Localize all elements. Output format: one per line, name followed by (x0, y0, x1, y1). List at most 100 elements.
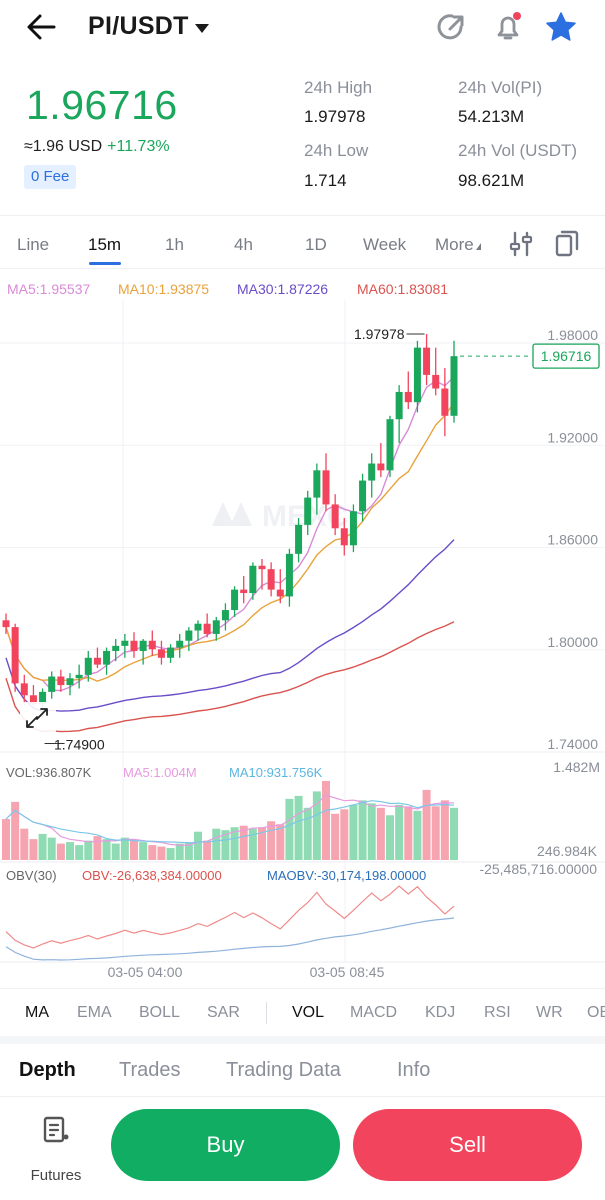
indicator-rsi[interactable]: RSI (484, 1004, 511, 1021)
candle-body (240, 589, 248, 594)
volume-bar (2, 819, 10, 860)
tab-trading-data[interactable]: Trading Data (226, 1059, 341, 1081)
indicator-ma[interactable]: MA (25, 1004, 49, 1021)
indicator-obv[interactable]: OBV (587, 1004, 605, 1021)
vol-usdt-label: 24h Vol (USDT) (458, 141, 578, 160)
indicator-kdj[interactable]: KDJ (425, 1004, 456, 1021)
candle-body (304, 497, 312, 525)
sell-button[interactable]: Sell (353, 1109, 582, 1181)
volume-bar (413, 810, 422, 860)
candle-body (295, 524, 303, 554)
volume-bar (84, 840, 93, 860)
volume-bar (395, 804, 404, 860)
ma30-line (5, 539, 455, 712)
divider (0, 988, 605, 989)
obv-axis-label: -25,485,716.00000 (479, 861, 597, 877)
candle-body (167, 647, 175, 658)
low-marker-label: 1.74900 (54, 736, 105, 752)
volume-bar (66, 842, 74, 860)
volume-bar (267, 821, 276, 860)
volume-bar (56, 843, 65, 860)
tab-line[interactable]: Line (17, 235, 50, 254)
tab-trades[interactable]: Trades (119, 1059, 181, 1081)
price-tick-label: 1.74000 (547, 736, 598, 752)
back-button[interactable] (22, 10, 62, 44)
indicator-sar[interactable]: SAR (207, 1004, 240, 1021)
tab-depth[interactable]: Depth (19, 1059, 76, 1081)
expand-icon (26, 708, 48, 728)
tab-week[interactable]: Week (363, 235, 407, 254)
indicator-settings-button[interactable] (508, 230, 534, 263)
vol-ma5-line (5, 794, 455, 846)
candle-body (20, 683, 28, 696)
last-price-tag (532, 343, 600, 369)
candle-body (267, 569, 275, 590)
volume-bar (248, 828, 257, 860)
tab-15m[interactable]: 15m (88, 235, 122, 254)
notifications-button[interactable] (490, 10, 526, 44)
candle-body (413, 347, 421, 403)
buy-button[interactable]: Buy (111, 1109, 340, 1181)
candle-body (359, 480, 367, 512)
fee-badge[interactable]: 0 Fee (24, 165, 77, 189)
vol-legend: VOL:936.807K (6, 765, 92, 780)
candlestick-chart[interactable]: MEXC 1.98000 1.92000 1.86000 1.80000 1.74000… (0, 300, 605, 990)
usd-value: ≈1.96 USD (24, 138, 103, 155)
candle-body (93, 657, 101, 665)
volume-bar (431, 806, 440, 860)
candle-body (203, 623, 211, 634)
volume-bar (450, 807, 458, 860)
volume-panel: VOL:936.807K MA5:1.004M MA10:931.756K 1.482… (2, 759, 600, 860)
section-gap (0, 1036, 605, 1044)
tab-more[interactable]: More (435, 235, 481, 255)
vol-axis-mid: 246.984K (537, 843, 598, 859)
high-marker-label: 1.97978 (354, 326, 405, 342)
candle-body (75, 674, 83, 679)
volume-bar (376, 807, 385, 860)
pair-selector[interactable]: PI/USDT (88, 12, 209, 41)
favorite-button[interactable] (543, 10, 579, 44)
volume-bar (29, 839, 38, 860)
tab-1d[interactable]: 1D (305, 235, 327, 254)
indicator-ema[interactable]: EMA (77, 1004, 112, 1021)
chevron-down-icon (194, 23, 209, 33)
tab-info[interactable]: Info (397, 1059, 431, 1081)
ma10-legend: MA10:1.93875 (118, 281, 210, 297)
vol-ma5-legend: MA5:1.004M (123, 765, 197, 780)
futures-icon (43, 1116, 69, 1143)
candle-body (423, 347, 431, 375)
volume-bar (239, 825, 248, 860)
indicator-macd[interactable]: MACD (350, 1004, 398, 1021)
candle-body (157, 649, 165, 658)
candle-body (231, 589, 239, 611)
last-price: 1.96716 (26, 82, 178, 128)
indicator-vol[interactable]: VOL (292, 1004, 325, 1021)
indicator-boll[interactable]: BOLL (139, 1004, 180, 1021)
ma30-legend: MA30:1.87226 (237, 281, 329, 297)
futures-button[interactable]: Futures (20, 1113, 92, 1184)
candle-body (276, 589, 284, 597)
indicator-separator (266, 1002, 267, 1024)
candle-body (331, 504, 339, 529)
volume-bar (120, 837, 129, 860)
volume-bar (194, 831, 202, 860)
low-value: 1.714 (304, 171, 347, 190)
tab-1h[interactable]: 1h (165, 235, 184, 254)
time-label: 03-05 04:00 (108, 964, 183, 980)
low-label: 24h Low (304, 141, 369, 160)
share-button[interactable] (433, 10, 469, 44)
high-label: 24h High (304, 78, 373, 97)
tab-4h[interactable]: 4h (234, 235, 253, 254)
chart-mode-button[interactable] (553, 229, 581, 264)
price-axis: 1.98000 1.92000 1.86000 1.80000 1.74000 (547, 327, 598, 752)
price-tick-label: 1.86000 (547, 532, 598, 548)
chart-grid (0, 300, 605, 963)
volume-bar (157, 846, 166, 860)
candle-body (386, 419, 394, 471)
maobv-legend: MAOBV:-30,174,198.00000 (267, 868, 426, 883)
indicator-wr[interactable]: WR (536, 1004, 563, 1021)
fullscreen-button[interactable] (20, 702, 56, 736)
obv-period-legend: OBV(30) (6, 868, 57, 883)
divider (0, 268, 605, 269)
candle-body (395, 391, 403, 420)
